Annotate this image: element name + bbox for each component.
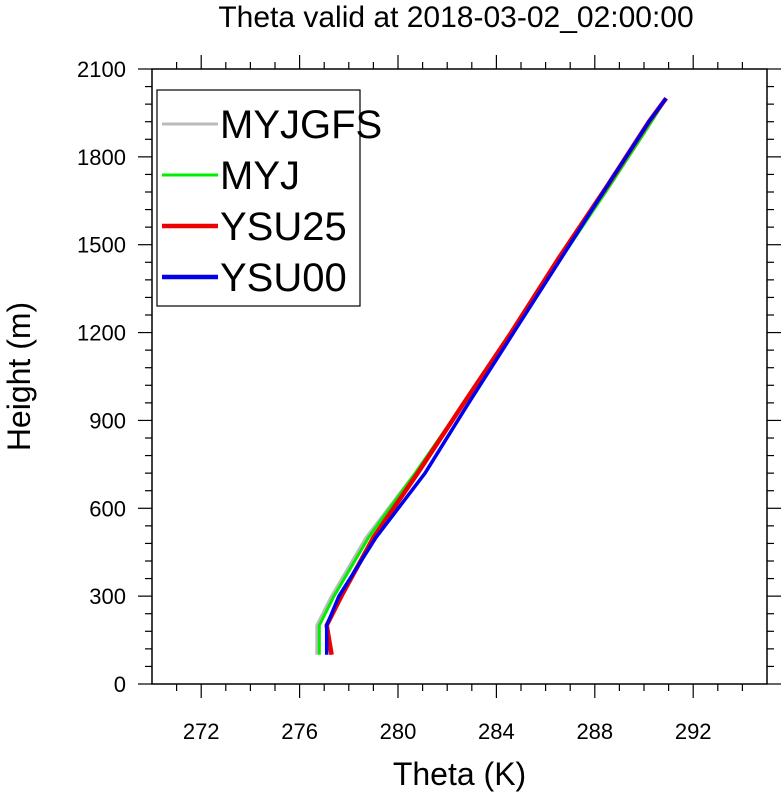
x-tick-label: 276 bbox=[281, 719, 318, 744]
y-axis-label: Height (m) bbox=[1, 302, 37, 451]
series-layer bbox=[315, 96, 668, 656]
y-tick-label: 900 bbox=[89, 408, 126, 433]
x-axis-label: Theta (K) bbox=[393, 756, 526, 792]
y-tick-label: 600 bbox=[89, 496, 126, 521]
x-tick-label: 280 bbox=[380, 719, 417, 744]
x-tick-label: 292 bbox=[675, 719, 712, 744]
y-tick-label: 300 bbox=[89, 584, 126, 609]
x-tick-label: 284 bbox=[478, 719, 515, 744]
y-tick-label: 0 bbox=[114, 672, 126, 697]
legend-label: MYJGFS bbox=[220, 103, 382, 147]
y-tick-label: 1800 bbox=[77, 145, 126, 170]
legend-box bbox=[156, 89, 361, 307]
plot-frame bbox=[151, 68, 768, 685]
ticks-layer: 272 276 280 284 288 292 0 300 600 900 1200 1500 1800… bbox=[77, 55, 781, 744]
legend: MYJGFS MYJ YSU25 YSU00 bbox=[156, 89, 382, 307]
chart-title: Theta valid at 2018-03-02_02:00:00 bbox=[218, 1, 693, 34]
series-line-myj bbox=[317, 97, 668, 655]
legend-label: YSU00 bbox=[220, 256, 347, 300]
series-line-ysu25 bbox=[324, 96, 668, 656]
series-line-ysu00 bbox=[324, 97, 668, 655]
legend-label: MYJ bbox=[220, 154, 300, 198]
y-tick-label: 1500 bbox=[77, 233, 126, 258]
x-tick-label: 272 bbox=[183, 719, 220, 744]
x-tick-label: 288 bbox=[576, 719, 613, 744]
y-tick-label: 1200 bbox=[77, 321, 126, 346]
legend-label: YSU25 bbox=[220, 205, 347, 249]
y-tick-label: 2100 bbox=[77, 57, 126, 82]
